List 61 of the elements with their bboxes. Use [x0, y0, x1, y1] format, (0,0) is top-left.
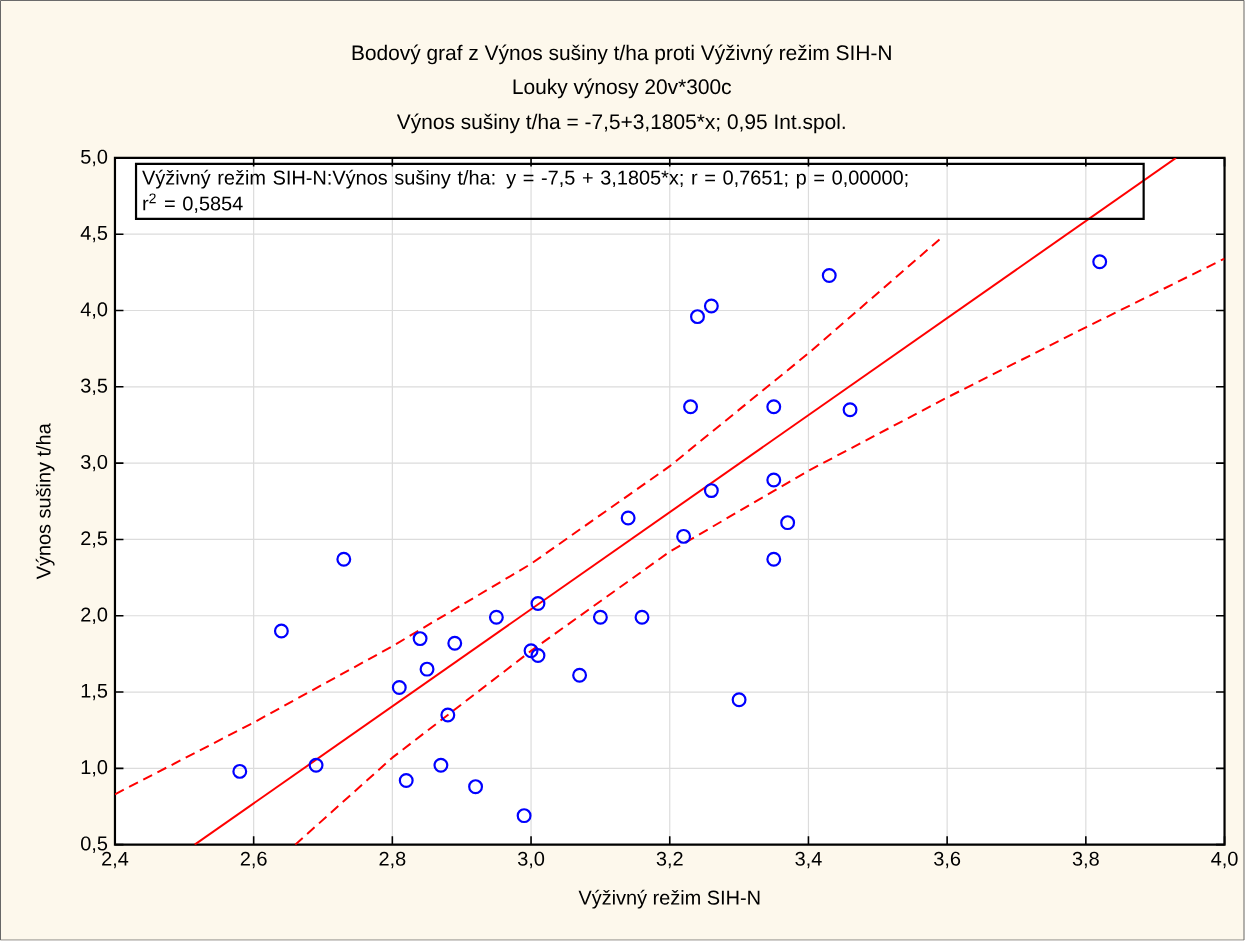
y-tick-label: 5,0 — [81, 149, 108, 167]
y-tick-label: 3,5 — [80, 378, 108, 396]
y-tick-label: 4,0 — [80, 302, 108, 319]
point — [572, 667, 588, 683]
point — [516, 808, 532, 824]
point — [780, 515, 796, 531]
annotation: r$^{2}$ = 0,5854 — [143, 193, 243, 214]
point — [703, 483, 719, 499]
point — [447, 635, 463, 651]
annotation: Výživný režim SIH-N:Výnos sušiny t/ha: y = -7,5 + 3,1805*x; r = 0,7651; p = 0,00000; — [142, 169, 908, 189]
x-axis-title: Výživný režim SIH-N — [578, 889, 760, 909]
point — [273, 623, 289, 639]
x-tick-label: 4,0 — [1211, 851, 1238, 869]
y-tick-label: 3,0 — [80, 455, 108, 472]
line-series — [294, 257, 1225, 845]
y-axis-title: Výnos sušiny t/ha — [35, 423, 55, 580]
point — [1092, 254, 1108, 270]
point — [398, 773, 414, 789]
point — [731, 692, 747, 708]
line-series — [114, 237, 942, 796]
point — [419, 661, 435, 677]
point — [433, 758, 449, 773]
point — [676, 529, 692, 545]
point — [766, 551, 782, 567]
x-tick-label: 3,6 — [934, 851, 961, 869]
y-tick-label: 2,5 — [81, 531, 108, 548]
chart-title: Bodový graf z Výnos sušiny t/ha proti Výživný režim SIH-N — [352, 44, 891, 65]
text: Výnos sušiny t/ha = -7,5+3,1805*x; 0,95 Int.spol. — [396, 113, 845, 134]
point — [620, 510, 636, 526]
point — [336, 551, 352, 567]
point — [391, 680, 407, 696]
point — [842, 402, 858, 418]
x-tick-label: 3,8 — [1072, 851, 1099, 869]
point — [821, 268, 837, 284]
point — [440, 707, 456, 723]
point — [766, 399, 782, 415]
y-tick-label: 1,0 — [81, 760, 108, 777]
point — [530, 648, 546, 664]
x-tick-label: 3,4 — [795, 851, 822, 869]
point — [766, 472, 782, 488]
x-tick-label: 2,6 — [240, 851, 267, 869]
point — [530, 596, 546, 612]
y-tick-label: 1,5 — [81, 684, 108, 701]
point — [468, 779, 484, 795]
y-tick-label: 4,5 — [80, 226, 108, 243]
point — [488, 609, 504, 625]
point — [690, 309, 705, 325]
point — [523, 643, 539, 659]
y-tick-label: 2,0 — [81, 607, 108, 625]
chart-subtitle: Louky výnosy 20v*300c — [513, 78, 732, 99]
point — [232, 764, 248, 780]
point — [592, 609, 608, 625]
point — [412, 631, 428, 647]
point — [703, 298, 719, 314]
point — [683, 399, 699, 415]
point — [634, 609, 650, 625]
x-tick-label: 2,8 — [379, 851, 406, 869]
point — [308, 758, 324, 773]
x-tick-label: 2,4 — [102, 851, 129, 869]
x-tick-label: 3,0 — [517, 851, 545, 869]
x-tick-label: 3,2 — [656, 851, 683, 869]
